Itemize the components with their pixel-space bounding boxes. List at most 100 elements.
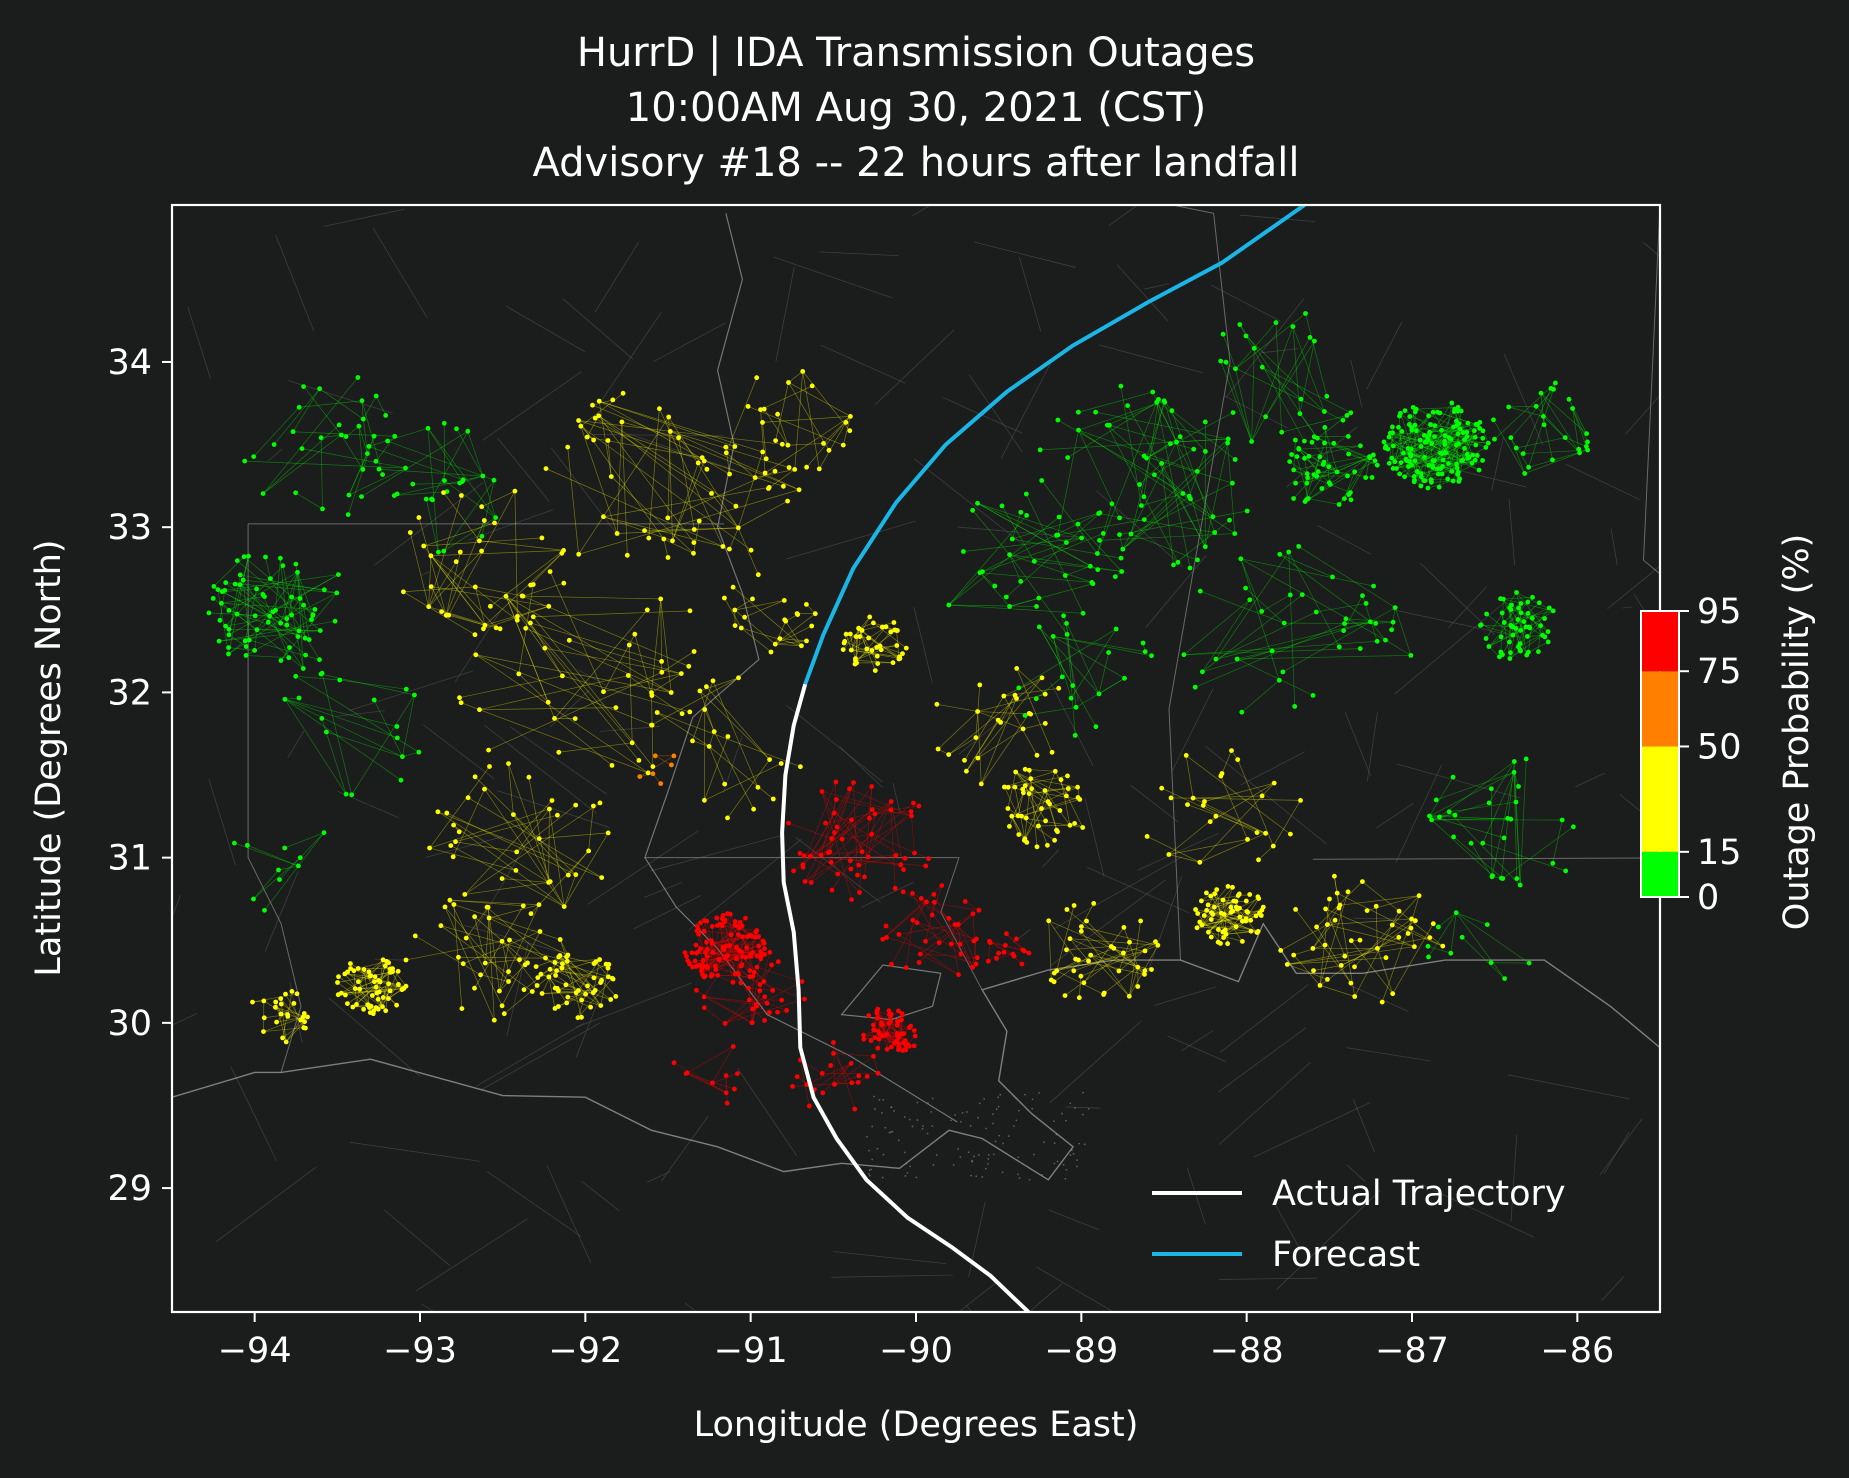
substation-point (290, 989, 295, 994)
substation-point (857, 890, 862, 895)
substation-point (1094, 724, 1099, 729)
substation-point (576, 988, 581, 993)
substation-point (1542, 616, 1547, 621)
substation-point (1473, 443, 1478, 448)
substation-point (1233, 457, 1238, 462)
substation-point (553, 1006, 558, 1011)
substation-point (1437, 815, 1442, 820)
substation-point (847, 786, 852, 791)
substation-point (1526, 611, 1531, 616)
substation-point (1546, 640, 1551, 645)
substation-point (709, 491, 714, 496)
substation-point (1127, 994, 1132, 999)
substation-point (1436, 925, 1441, 930)
substation-point (392, 434, 397, 439)
substation-point (492, 1018, 497, 1023)
substation-point (345, 970, 350, 975)
substation-point (1445, 477, 1450, 482)
substation-point (884, 924, 889, 929)
substation-point (281, 563, 286, 568)
substation-point (1259, 913, 1264, 918)
substation-point (737, 948, 742, 953)
substation-point (736, 932, 741, 937)
substation-point (1079, 974, 1084, 979)
substation-point (1346, 452, 1351, 457)
delta-marsh (979, 1102, 981, 1104)
substation-point (751, 974, 756, 979)
substation-point (300, 446, 305, 451)
delta-marsh (1082, 1114, 1084, 1116)
delta-marsh (1084, 1143, 1086, 1145)
substation-point (1143, 968, 1148, 973)
substation-point (319, 435, 324, 440)
delta-marsh (988, 1154, 990, 1156)
substation-point (1208, 894, 1213, 899)
substation-point (1502, 976, 1507, 981)
substation-point (1095, 551, 1100, 556)
substation-point (975, 501, 980, 506)
substation-point (516, 672, 521, 677)
substation-point (1150, 390, 1155, 395)
substation-point (562, 904, 567, 909)
delta-marsh (883, 1154, 885, 1156)
delta-marsh (1033, 1154, 1035, 1156)
substation-point (1260, 794, 1265, 799)
substation-point (540, 536, 545, 541)
substation-point (1255, 830, 1260, 835)
substation-point (782, 598, 787, 603)
substation-point (724, 1090, 729, 1095)
substation-point (727, 943, 732, 948)
substation-point (1325, 922, 1330, 927)
substation-point (1352, 994, 1357, 999)
substation-point (1480, 841, 1485, 846)
substation-point (767, 1010, 772, 1015)
substation-point (1142, 494, 1147, 499)
substation-point (847, 428, 852, 433)
substation-point (1360, 593, 1365, 598)
substation-point (1397, 909, 1402, 914)
substation-point (303, 636, 308, 641)
substation-point (702, 1005, 707, 1010)
substation-point (556, 750, 561, 755)
legend-label-forecast: Forecast (1272, 1235, 1420, 1275)
substation-point (1360, 879, 1365, 884)
substation-point (1249, 439, 1254, 444)
substation-point (1470, 461, 1475, 466)
substation-point (372, 434, 377, 439)
substation-point (283, 992, 288, 997)
delta-marsh (1065, 1120, 1067, 1122)
substation-point (460, 1006, 465, 1011)
substation-point (502, 1011, 507, 1016)
substation-point (1418, 438, 1423, 443)
substation-point (410, 482, 415, 487)
substation-point (700, 963, 705, 968)
substation-point (844, 420, 849, 425)
substation-point (1537, 600, 1542, 605)
substation-point (700, 455, 705, 460)
substation-point (704, 684, 709, 689)
substation-point (1054, 968, 1059, 973)
substation-point (1322, 409, 1327, 414)
substation-point (720, 923, 725, 928)
delta-marsh (1053, 1120, 1055, 1122)
substation-point (1370, 475, 1375, 480)
substation-point (1434, 798, 1439, 803)
substation-point (333, 619, 338, 624)
substation-point (1451, 835, 1456, 840)
substation-point (417, 750, 422, 755)
substation-point (1045, 843, 1050, 848)
substation-point (646, 536, 651, 541)
substation-point (336, 572, 341, 577)
delta-marsh (996, 1108, 998, 1110)
substation-point (731, 1044, 736, 1049)
substation-point (284, 1040, 289, 1045)
substation-point (1054, 828, 1059, 833)
substation-point (1487, 801, 1492, 806)
substation-point (1393, 605, 1398, 610)
substation-point (1481, 428, 1486, 433)
substation-point (695, 924, 700, 929)
substation-point (732, 608, 737, 613)
substation-point (598, 801, 603, 806)
substation-point (284, 616, 289, 621)
substation-point (1066, 786, 1071, 791)
